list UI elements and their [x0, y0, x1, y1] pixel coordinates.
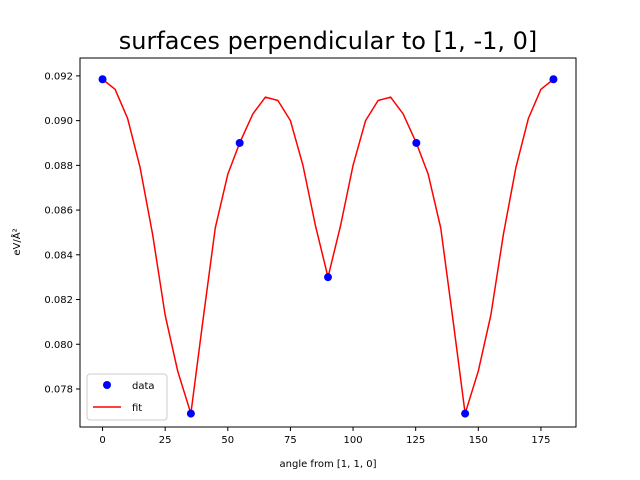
data-point: [324, 273, 332, 282]
y-tick-label: 0.080: [44, 340, 73, 351]
x-tick-label: 150: [469, 435, 488, 446]
chart-title: surfaces perpendicular to [1, -1, 0]: [119, 27, 538, 55]
y-tick-label: 0.082: [44, 295, 73, 306]
x-tick-label: 25: [159, 435, 172, 446]
x-axis: 0 25 50 75 100 125 150 175: [99, 427, 550, 446]
data-point: [98, 75, 107, 84]
x-axis-label: angle from [1, 1, 0]: [280, 459, 377, 470]
data-point: [186, 409, 195, 418]
data-point: [412, 138, 421, 147]
plot-area: [98, 75, 558, 418]
x-tick-label: 125: [406, 435, 425, 446]
data-point: [549, 75, 558, 84]
axes-frame: [79, 57, 577, 428]
y-axis-label: eV/Å²: [10, 228, 23, 255]
x-tick-label: 50: [221, 435, 234, 446]
y-axis: 0.078 0.080 0.082 0.084 0.086 0.088 0.090 0.092: [44, 71, 80, 395]
x-tick-label: 175: [531, 435, 550, 446]
y-tick-label: 0.090: [44, 116, 73, 127]
x-tick-label: 100: [344, 435, 363, 446]
y-tick-label: 0.092: [44, 71, 73, 82]
legend-fit-label: fit: [132, 403, 142, 414]
data-point: [235, 138, 244, 147]
y-tick-label: 0.078: [44, 384, 73, 395]
legend-data-label: data: [132, 381, 155, 392]
data-point: [461, 409, 470, 418]
y-tick-label: 0.088: [44, 161, 73, 172]
legend: data fit: [86, 373, 168, 421]
x-tick-label: 0: [99, 435, 105, 446]
y-tick-label: 0.084: [44, 250, 73, 261]
y-tick-label: 0.086: [44, 206, 73, 217]
legend-data-marker: [103, 381, 111, 389]
x-tick-label: 75: [284, 435, 297, 446]
legend-box: [86, 373, 168, 421]
